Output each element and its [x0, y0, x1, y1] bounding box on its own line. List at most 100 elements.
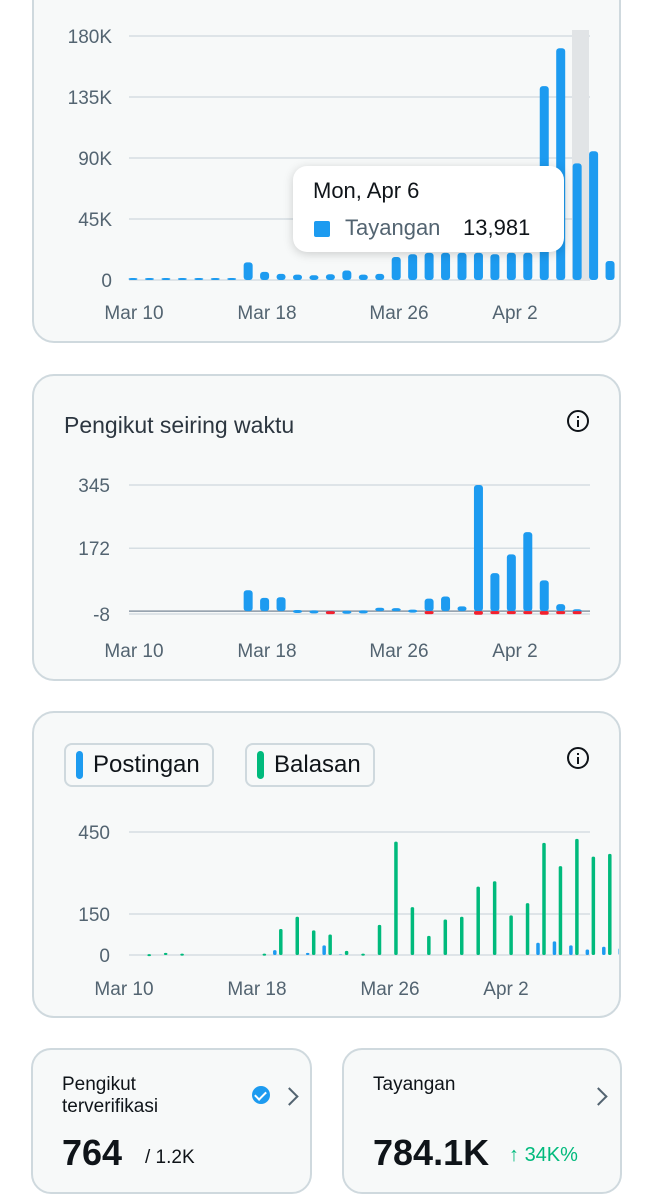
bar-replies	[558, 866, 563, 955]
bar-gained	[391, 608, 401, 612]
x-tick-label: Mar 26	[369, 303, 428, 324]
bar-replies	[460, 916, 464, 955]
bar	[424, 252, 434, 280]
bar	[342, 270, 352, 280]
bar-replies	[525, 903, 530, 955]
bar-gained	[556, 604, 566, 612]
legend-posts-button[interactable]: Postingan	[64, 743, 214, 787]
bar-lost	[539, 611, 549, 615]
y-tick-label: 0	[101, 271, 112, 292]
bar	[293, 274, 302, 280]
bar-lost	[325, 611, 335, 615]
tooltip-label: Tayangan	[345, 215, 441, 240]
bar-lost	[424, 611, 434, 615]
bar-replies	[328, 934, 332, 955]
y-tick-label: 45K	[78, 210, 112, 231]
bar	[260, 271, 270, 280]
card-title: Pengikut seiring waktu	[64, 412, 295, 438]
bar-replies	[163, 952, 168, 955]
bar	[243, 262, 253, 280]
views-chart[interactable]: 180K 135K 90K 45K 0 Mar 10 Mar 18 Mar 26 Apr 2	[34, 0, 621, 343]
bar	[572, 163, 582, 280]
bar-gained	[243, 590, 253, 612]
bar-replies	[295, 916, 299, 955]
bar-replies	[394, 841, 398, 955]
bar	[144, 278, 154, 280]
y-tick-label: 0	[99, 946, 110, 967]
bar	[375, 273, 385, 280]
tooltip-date: Mon, Apr 6	[313, 178, 420, 203]
bar	[161, 277, 171, 280]
bar-replies	[410, 907, 415, 955]
bar-lost	[490, 611, 500, 615]
bar-gained	[473, 485, 483, 612]
bar-replies	[509, 915, 513, 955]
bar-gained	[276, 597, 286, 612]
legend-swatch	[76, 751, 83, 779]
posts-chart[interactable]: 450 150 0 Mar 10 Mar 18 Mar 26 Apr 2	[34, 713, 621, 1018]
bar	[506, 252, 516, 280]
bar	[457, 252, 467, 280]
y-tick-label: 345	[78, 476, 110, 497]
bar	[210, 278, 220, 280]
bar-replies	[476, 886, 480, 955]
bar-replies	[361, 953, 365, 956]
x-tick-label: Mar 10	[94, 979, 153, 1000]
y-tick-label: 172	[78, 539, 110, 560]
bar	[605, 261, 615, 280]
y-tick-label: 135K	[68, 88, 113, 109]
posts-chart-card: Postingan Balasan 450 150 0 Mar 10 Mar 18 Mar…	[32, 711, 621, 1018]
bar-posts	[585, 949, 590, 955]
bar-posts	[552, 941, 557, 955]
chart-tooltip: Mon, Apr 6 Tayangan 13,981	[293, 166, 564, 252]
stat-label: Tayangan	[373, 1074, 456, 1095]
info-icon[interactable]	[567, 747, 589, 769]
y-tick-label: 450	[78, 823, 110, 844]
bar-gained	[424, 598, 434, 612]
stat-label: Pengikut terverifikasi	[62, 1074, 159, 1117]
bar	[358, 274, 368, 280]
bar-posts	[536, 942, 540, 955]
y-tick-label: 180K	[68, 27, 113, 48]
followers-chart[interactable]: 345 172 -8 Mar 10 Mar 18 Mar 26 Apr 2	[34, 376, 621, 681]
x-tick-label: Apr 2	[492, 303, 537, 324]
legend-swatch	[257, 751, 264, 779]
views-stat-card[interactable]: Tayangan 784.1K ↑ 34K%	[342, 1048, 622, 1194]
bar-gained	[342, 610, 352, 614]
bar	[473, 252, 483, 280]
bar	[194, 278, 204, 280]
x-tick-label: Mar 26	[369, 641, 428, 662]
bar-replies	[311, 930, 316, 955]
bar	[408, 254, 418, 280]
y-tick-label: -8	[93, 605, 110, 626]
legend-replies-button[interactable]: Balasan	[245, 743, 375, 787]
x-tick-label: Apr 2	[483, 979, 528, 1000]
verified-followers-card[interactable]: Pengikut terverifikasi 764 / 1.2K	[31, 1048, 312, 1194]
bar	[523, 252, 533, 280]
bar	[441, 252, 451, 280]
x-tick-label: Mar 18	[227, 979, 286, 1000]
bar-lost	[523, 611, 533, 615]
bar-gained	[358, 610, 368, 614]
bar-replies	[427, 935, 431, 955]
info-icon[interactable]	[567, 410, 589, 432]
bar	[589, 151, 599, 280]
views-chart-card: 180K 135K 90K 45K 0 Mar 10 Mar 18 Mar 26 Apr 2 M…	[32, 0, 621, 343]
bar-lost	[506, 611, 516, 615]
x-tick-label: Mar 18	[237, 641, 296, 662]
bar	[309, 275, 319, 280]
bar-replies	[377, 924, 382, 955]
bar-posts	[569, 945, 573, 955]
bar-replies	[279, 929, 283, 955]
bar-replies	[262, 953, 267, 956]
bar-gained	[293, 609, 302, 613]
bar-lost	[473, 611, 483, 615]
bar-replies	[542, 842, 546, 955]
stat-value: 764	[62, 1132, 123, 1173]
chevron-right-icon[interactable]	[589, 1087, 608, 1106]
x-tick-label: Mar 10	[104, 641, 163, 662]
bar	[227, 278, 237, 280]
chevron-right-icon[interactable]	[280, 1087, 299, 1106]
x-tick-label: Mar 18	[237, 303, 296, 324]
bar-posts	[322, 945, 326, 955]
